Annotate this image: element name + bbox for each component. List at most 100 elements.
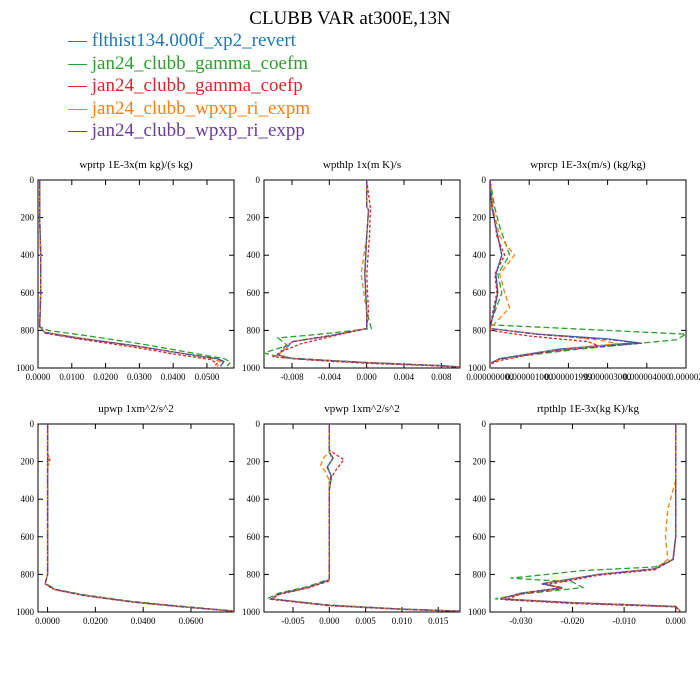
y-tick-label: 600 — [473, 532, 487, 542]
x-tick-label: 0.000001000 — [506, 372, 554, 382]
x-tick-label: 0.0200 — [93, 372, 118, 382]
series-line-4 — [269, 424, 460, 612]
y-tick-label: 1000 — [468, 363, 487, 373]
x-tick-label: 0.000002 — [669, 372, 700, 382]
y-tick-label: 800 — [21, 569, 35, 579]
series-line-4 — [44, 424, 234, 612]
y-tick-label: 0 — [256, 175, 261, 185]
legend-swatch: — — [68, 120, 92, 141]
y-tick-label: 0 — [256, 419, 261, 429]
series-line-1 — [264, 180, 460, 368]
legend-label: jan24_clubb_gamma_coefm — [91, 52, 309, 74]
y-tick-label: 1000 — [468, 607, 487, 617]
x-tick-label: 0.0600 — [179, 616, 204, 626]
x-tick-label: 0.0300 — [127, 372, 152, 382]
y-tick-label: 400 — [247, 250, 261, 260]
legend-item-4: — jan24_clubb_wpxp_ri_expp — [68, 120, 310, 143]
chart-title: CLUBB VAR at300E,13N — [249, 8, 451, 29]
x-tick-label: -0.005 — [281, 616, 305, 626]
series-line-3 — [500, 424, 682, 612]
panel-title: wprcp 1E-3x(m/s) (kg/kg) — [530, 159, 646, 171]
legend: — flthist134.000f_xp2_revert — jan24_clu… — [68, 30, 310, 143]
x-tick-label: 0.000 — [666, 616, 687, 626]
panel-title: upwp 1xm^2/s^2 — [98, 403, 173, 415]
plot-frame — [37, 423, 235, 613]
plot-frame — [489, 179, 687, 369]
legend-item-1: — jan24_clubb_gamma_coefm — [68, 53, 310, 76]
y-tick-label: 400 — [473, 494, 487, 504]
x-tick-label: 0.004 — [394, 372, 415, 382]
y-tick-label: 600 — [247, 288, 261, 298]
panel-title: wpthlp 1x(m K)/s — [323, 159, 401, 171]
y-tick-label: 200 — [21, 213, 35, 223]
y-tick-label: 200 — [247, 213, 261, 223]
legend-swatch: — — [68, 75, 92, 96]
x-tick-label: 0.0400 — [131, 616, 156, 626]
series-line-1 — [495, 424, 682, 612]
x-tick-label: 0.0000 — [26, 372, 51, 382]
y-tick-label: 800 — [21, 325, 35, 335]
series-line-3 — [44, 424, 234, 612]
x-tick-label: -0.004 — [318, 372, 342, 382]
series-line-1 — [44, 424, 234, 612]
y-tick-label: 200 — [247, 457, 261, 467]
legend-label: jan24_clubb_wpxp_ri_expm — [91, 97, 311, 119]
x-tick-label: 0.000001999 — [545, 372, 593, 382]
panel-2: wprcp 1E-3x(m/s) (kg/kg) 0 200 400 600 800 100… — [466, 159, 700, 382]
series-line-3 — [490, 180, 618, 368]
y-tick-label: 1000 — [242, 363, 261, 373]
y-tick-label: 1000 — [16, 607, 35, 617]
x-tick-label: 0.0000 — [35, 616, 60, 626]
plot-frame — [489, 423, 687, 613]
series-line-2 — [44, 424, 234, 612]
y-tick-label: 400 — [247, 494, 261, 504]
series-line-1 — [39, 180, 232, 367]
panel-4: vpwp 1xm^2/s^2 0 200 400 600 800 1000 -0.005 0.0… — [242, 403, 461, 626]
series-line-0 — [269, 424, 460, 612]
legend-item-2: — jan24_clubb_gamma_coefp — [68, 75, 310, 98]
x-tick-label: 0.010 — [392, 616, 413, 626]
x-tick-label: 0.000 — [357, 372, 378, 382]
panel-0: wprtp 1E-3x(m kg)/(s kg) 0 200 400 600 800 100… — [16, 159, 235, 382]
x-tick-label: -0.010 — [612, 616, 636, 626]
y-tick-label: 0 — [30, 419, 35, 429]
x-tick-label: 0.005 — [356, 616, 377, 626]
y-tick-label: 600 — [21, 288, 35, 298]
series-line-1 — [265, 424, 460, 612]
series-line-2 — [269, 424, 460, 612]
legend-label: jan24_clubb_wpxp_ri_expp — [91, 120, 305, 141]
x-tick-label: 0.0100 — [59, 372, 84, 382]
series-line-4 — [500, 424, 682, 612]
series-line-2 — [271, 180, 460, 368]
y-tick-label: 1000 — [242, 607, 261, 617]
y-tick-label: 400 — [21, 494, 35, 504]
legend-item-0: — flthist134.000f_xp2_revert — [68, 30, 310, 53]
x-tick-label: 0.0200 — [83, 616, 108, 626]
y-tick-label: 800 — [247, 569, 261, 579]
series-line-4 — [276, 180, 460, 368]
y-tick-label: 800 — [247, 325, 261, 335]
y-tick-label: 800 — [473, 325, 487, 335]
series-line-2 — [490, 180, 599, 368]
x-tick-label: 0.0500 — [195, 372, 220, 382]
series-line-0 — [44, 424, 234, 612]
legend-swatch: — — [68, 30, 92, 51]
y-tick-label: 400 — [21, 250, 35, 260]
y-tick-label: 0 — [482, 419, 487, 429]
series-line-3 — [269, 424, 460, 612]
series-line-2 — [39, 180, 219, 368]
y-tick-label: 200 — [21, 457, 35, 467]
panel-5: rtpthlp 1E-3x(kg K)/kg 0 200 400 600 800 1000 -… — [468, 403, 687, 626]
legend-label: jan24_clubb_gamma_coefp — [91, 75, 303, 96]
x-tick-label: -0.008 — [280, 372, 304, 382]
y-tick-label: 200 — [473, 457, 487, 467]
legend-swatch: — — [68, 52, 92, 74]
y-tick-label: 600 — [21, 532, 35, 542]
series-line-1 — [490, 180, 686, 368]
series-line-2 — [505, 424, 682, 612]
y-tick-label: 600 — [247, 532, 261, 542]
x-tick-label: 0.0400 — [161, 372, 186, 382]
panel-title: vpwp 1xm^2/s^2 — [324, 403, 399, 415]
